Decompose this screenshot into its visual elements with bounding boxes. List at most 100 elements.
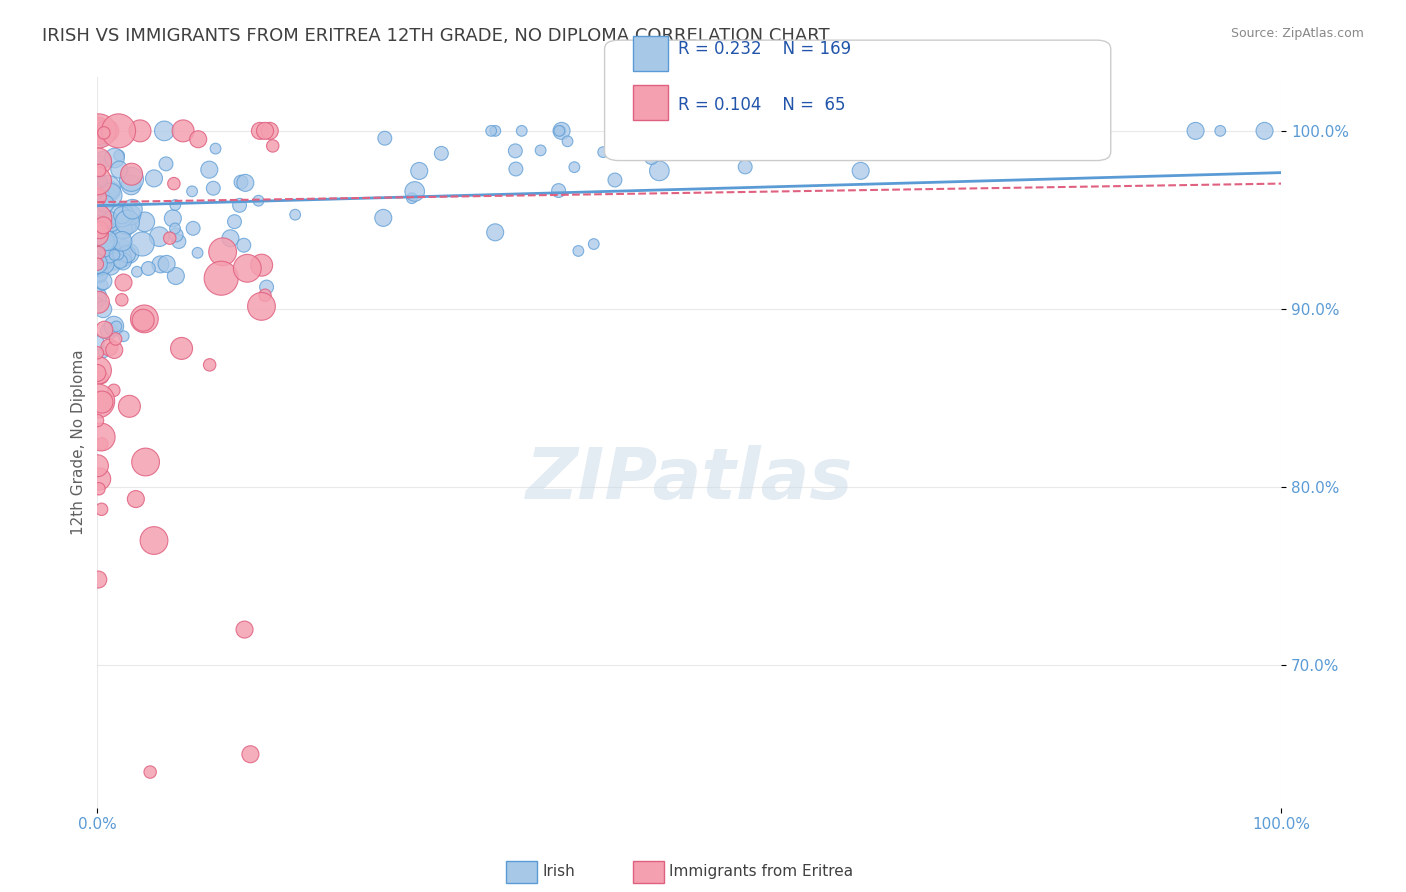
Point xyxy=(93,274,115,288)
Point xyxy=(86,335,108,350)
Point xyxy=(96,185,118,199)
Point xyxy=(114,252,136,267)
Point xyxy=(103,240,125,254)
Point xyxy=(96,124,118,138)
Point xyxy=(89,472,111,486)
Point xyxy=(108,162,131,177)
Point xyxy=(1184,124,1206,138)
Point xyxy=(90,230,112,244)
Point xyxy=(87,233,110,247)
Point xyxy=(135,455,157,469)
Point xyxy=(592,145,614,160)
Point xyxy=(530,144,553,158)
Point xyxy=(107,247,129,261)
Point xyxy=(93,126,115,140)
Point xyxy=(87,228,110,243)
Point xyxy=(115,218,138,232)
Point xyxy=(233,176,256,190)
Point xyxy=(91,302,114,317)
Point xyxy=(430,146,453,161)
Text: R = 0.104    N =  65: R = 0.104 N = 65 xyxy=(678,96,845,114)
Point xyxy=(107,124,129,138)
Point xyxy=(163,177,186,191)
Point xyxy=(547,184,569,198)
Point xyxy=(93,323,115,337)
Point xyxy=(505,144,527,158)
Point xyxy=(373,211,395,225)
Point xyxy=(86,257,108,271)
Point xyxy=(86,458,108,473)
Point xyxy=(86,124,108,138)
Point xyxy=(408,164,430,178)
Point xyxy=(167,235,190,249)
Point xyxy=(734,160,756,174)
Point xyxy=(111,222,134,236)
Point xyxy=(707,124,730,138)
Point xyxy=(98,213,121,227)
Point xyxy=(224,214,246,228)
Point xyxy=(90,502,112,516)
Point xyxy=(100,216,122,230)
Point xyxy=(125,491,148,506)
Point xyxy=(131,237,153,252)
Point xyxy=(134,215,156,229)
Point xyxy=(90,194,112,208)
Point xyxy=(86,256,108,270)
Point xyxy=(484,225,506,239)
Point xyxy=(249,124,271,138)
Point xyxy=(121,167,143,181)
Point xyxy=(132,313,155,327)
Point xyxy=(91,219,114,233)
Point xyxy=(170,342,193,356)
Point xyxy=(93,187,115,202)
Point xyxy=(86,190,108,204)
Point xyxy=(97,180,120,194)
Point xyxy=(155,157,177,171)
Point xyxy=(98,188,121,202)
Point xyxy=(165,198,187,212)
Point xyxy=(125,265,148,279)
Point xyxy=(103,384,125,398)
Point xyxy=(111,293,134,307)
Point xyxy=(103,258,125,272)
Point xyxy=(121,202,143,217)
Point xyxy=(648,164,671,178)
Text: Source: ZipAtlas.com: Source: ZipAtlas.com xyxy=(1230,27,1364,40)
Point xyxy=(548,124,571,138)
Point xyxy=(86,174,108,188)
Point xyxy=(284,208,307,222)
Text: ZIPatlas: ZIPatlas xyxy=(526,444,853,514)
Point xyxy=(86,178,108,192)
Point xyxy=(86,394,108,409)
Point xyxy=(165,268,187,283)
Point xyxy=(250,299,273,313)
Point xyxy=(87,170,110,185)
Point xyxy=(111,254,134,268)
Point xyxy=(118,400,141,414)
Point xyxy=(973,124,995,138)
Point xyxy=(86,207,108,221)
Text: Immigrants from Eritrea: Immigrants from Eritrea xyxy=(669,864,853,879)
Point xyxy=(86,261,108,276)
Point xyxy=(91,153,114,167)
Point xyxy=(716,124,738,138)
Point xyxy=(91,248,114,262)
Point xyxy=(401,191,423,205)
Point xyxy=(97,243,120,257)
Point xyxy=(763,126,786,140)
Point xyxy=(86,124,108,138)
Point xyxy=(229,175,252,189)
Point xyxy=(86,211,108,226)
Point xyxy=(111,234,134,248)
Point xyxy=(96,240,118,254)
Point xyxy=(111,208,134,222)
Point xyxy=(104,151,127,165)
Point xyxy=(181,221,204,235)
Point xyxy=(89,223,111,237)
Point xyxy=(187,245,209,260)
Point xyxy=(86,227,108,242)
Point xyxy=(149,257,172,271)
Point xyxy=(87,233,110,247)
Point xyxy=(87,124,110,138)
Point xyxy=(159,231,181,245)
